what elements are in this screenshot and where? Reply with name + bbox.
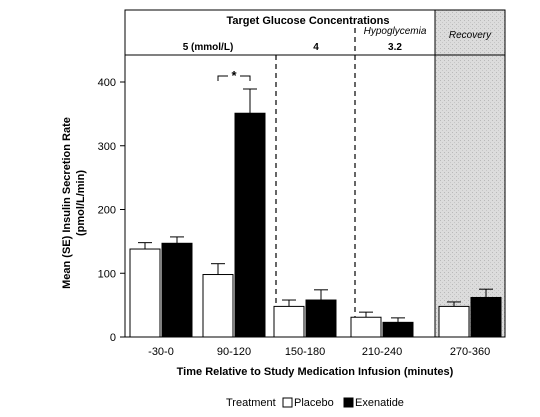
header-segment-label-1: 4	[313, 42, 319, 53]
y-tick-label-100: 100	[98, 268, 116, 280]
x-tick-label-3: 210-240	[362, 346, 402, 358]
bar-exenatide-0	[161, 242, 193, 338]
legend-swatch-placebo	[282, 397, 293, 408]
bar-placebo-4	[438, 305, 470, 338]
header-segment-label-0: 5 (mmol/L)	[183, 42, 234, 53]
bar-exenatide-2	[305, 299, 337, 338]
recovery-shaded-region	[435, 10, 505, 337]
header-segment-italic-label-2: Hypoglycemia	[364, 26, 427, 37]
legend-title: Treatment	[226, 397, 276, 409]
y-tick-label-200: 200	[98, 205, 116, 217]
legend-swatch-exenatide	[343, 397, 354, 408]
x-tick-label-4: 270-360	[450, 346, 490, 358]
bar-placebo-2	[273, 305, 305, 338]
x-tick-label-1: 90-120	[217, 346, 251, 358]
y-tick-label-0: 0	[110, 332, 116, 344]
x-axis-label: Time Relative to Study Medication Infusi…	[177, 366, 454, 378]
bar-placebo-1	[202, 274, 234, 338]
header-title: Target Glucose Concentrations	[227, 15, 390, 27]
x-tick-label-0: -30-0	[148, 346, 174, 358]
significance-bracket-right	[240, 75, 251, 81]
y-tick-label-300: 300	[98, 141, 116, 153]
legend-label-placebo: Placebo	[294, 397, 334, 409]
x-tick-label-2: 150-180	[285, 346, 325, 358]
bar-placebo-3	[350, 316, 382, 338]
significance-marker: *	[231, 68, 237, 83]
bar-exenatide-4	[470, 296, 502, 338]
significance-bracket-left	[217, 75, 228, 81]
bar-exenatide-1	[234, 112, 266, 338]
header-segment-italic-label-3: Recovery	[449, 30, 492, 41]
bar-exenatide-3	[382, 321, 414, 338]
y-axis-label-line1: Mean (SE) Insulin Secretion Rate	[61, 117, 73, 289]
bar-placebo-0	[129, 248, 161, 338]
legend-label-exenatide: Exenatide	[355, 397, 404, 409]
header-segment-label-2: 3.2	[388, 42, 402, 53]
y-axis-label-line2: (pmol/L/min)	[75, 170, 87, 236]
legend: Treatment Placebo Exenatide	[226, 397, 404, 409]
y-tick-label-400: 400	[98, 77, 116, 89]
